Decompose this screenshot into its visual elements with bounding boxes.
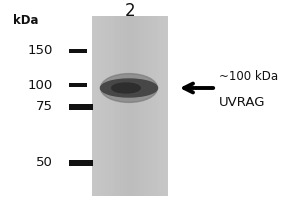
Bar [105, 16, 106, 196]
Bar [98, 16, 99, 196]
Ellipse shape [100, 79, 158, 97]
Bar [69, 49, 87, 53]
Bar [165, 16, 166, 196]
Text: 75: 75 [35, 100, 52, 114]
Bar [106, 16, 107, 196]
Bar [102, 16, 103, 196]
Bar [108, 16, 109, 196]
Text: 50: 50 [36, 156, 52, 170]
Bar [94, 16, 95, 196]
Bar [69, 104, 93, 110]
Bar [154, 16, 156, 196]
Text: 2: 2 [125, 2, 136, 20]
Bar [151, 16, 152, 196]
Bar [116, 16, 117, 196]
Bar [111, 16, 112, 196]
Bar [122, 16, 123, 196]
Bar [166, 16, 167, 196]
Bar [141, 16, 142, 196]
Bar [118, 16, 119, 196]
Text: ~100 kDa: ~100 kDa [219, 70, 278, 82]
Bar [157, 16, 158, 196]
Bar [132, 16, 133, 196]
Bar [121, 16, 122, 196]
Bar [149, 16, 150, 196]
Bar [163, 16, 164, 196]
Bar [140, 16, 141, 196]
Bar [112, 16, 113, 196]
Bar [133, 16, 134, 196]
Bar [125, 16, 126, 196]
Bar [130, 16, 131, 196]
Bar [164, 16, 165, 196]
Bar [69, 83, 87, 87]
Bar [120, 16, 121, 196]
Bar [150, 16, 151, 196]
Bar [145, 16, 146, 196]
Bar [109, 16, 110, 196]
Bar [100, 16, 101, 196]
Bar [95, 16, 96, 196]
Bar [144, 16, 145, 196]
Bar [143, 16, 144, 196]
Bar [167, 16, 168, 196]
Bar [134, 16, 136, 196]
Text: 150: 150 [27, 45, 52, 58]
Bar [126, 16, 127, 196]
Text: kDa: kDa [14, 14, 39, 26]
Bar [147, 16, 148, 196]
Bar [142, 16, 143, 196]
Bar [127, 16, 128, 196]
Bar [128, 16, 129, 196]
Bar [159, 16, 160, 196]
Bar [107, 16, 108, 196]
Bar [136, 16, 137, 196]
Bar [69, 160, 93, 166]
Bar [129, 16, 130, 196]
Bar [162, 16, 163, 196]
Bar [96, 16, 97, 196]
Bar [101, 16, 102, 196]
Text: UVRAG: UVRAG [219, 96, 266, 108]
Text: 100: 100 [27, 79, 52, 92]
Bar [138, 16, 139, 196]
Bar [124, 16, 125, 196]
Ellipse shape [112, 83, 140, 93]
Ellipse shape [100, 74, 158, 102]
Bar [156, 16, 157, 196]
Bar [161, 16, 162, 196]
Bar [103, 16, 104, 196]
Bar [148, 16, 149, 196]
Bar [152, 16, 153, 196]
Bar [92, 16, 93, 196]
Bar [113, 16, 115, 196]
Bar [153, 16, 154, 196]
Bar [117, 16, 118, 196]
Bar [139, 16, 140, 196]
Bar [137, 16, 138, 196]
Bar [93, 16, 94, 196]
Bar [97, 16, 98, 196]
Bar [123, 16, 124, 196]
Bar [110, 16, 111, 196]
Bar [115, 16, 116, 196]
Bar [104, 16, 105, 196]
Bar [146, 16, 147, 196]
Bar [99, 16, 100, 196]
Bar [158, 16, 159, 196]
Bar [119, 16, 120, 196]
Bar [131, 16, 132, 196]
Bar [160, 16, 161, 196]
